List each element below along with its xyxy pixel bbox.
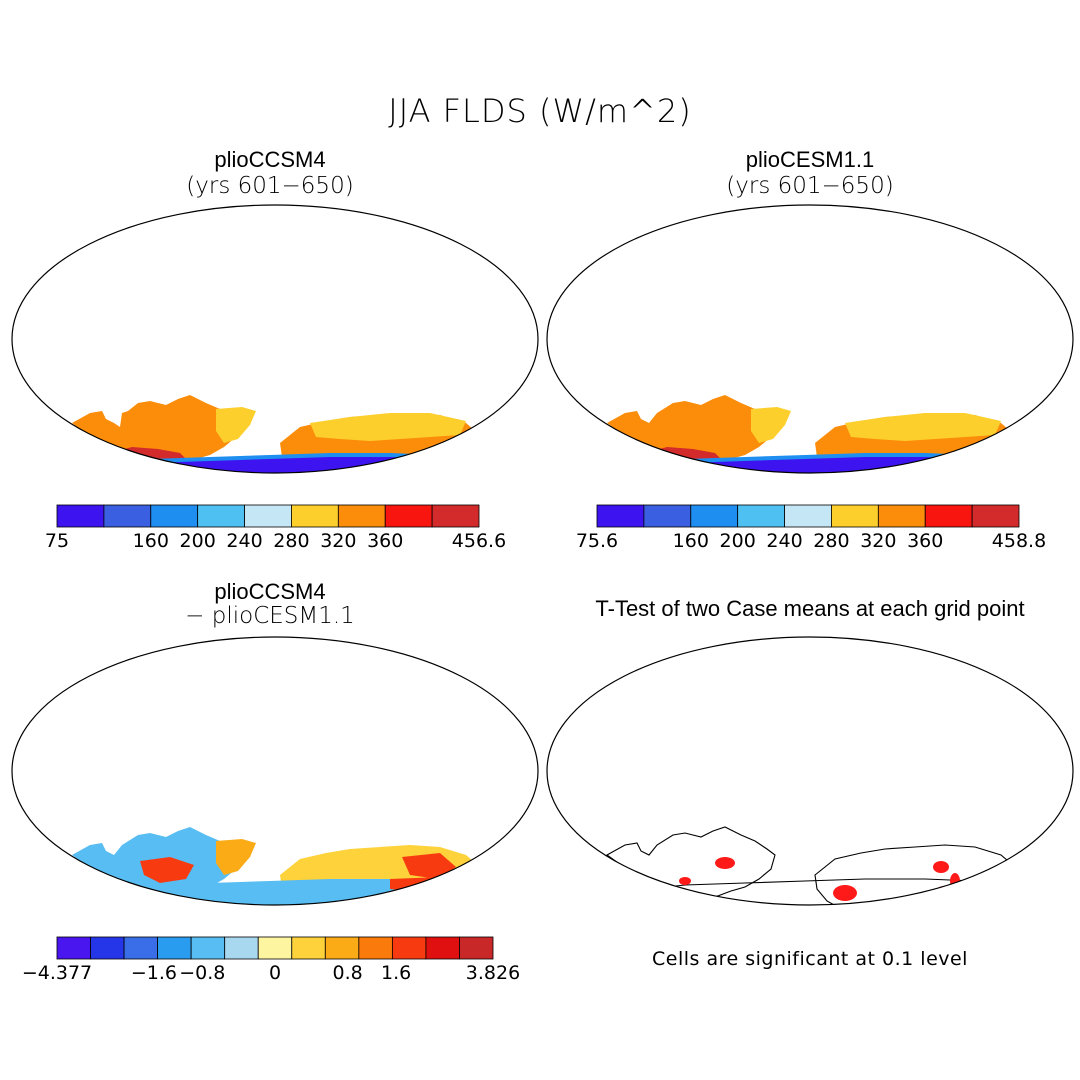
colorbar-cell (123, 936, 159, 960)
colorbar-cell (391, 936, 427, 960)
colorbar-cell (197, 504, 245, 528)
colorbar-tick-label: 160 (133, 530, 169, 552)
land-greenland (751, 407, 791, 443)
significant-region (833, 885, 857, 901)
land-antarctica-edge (631, 453, 1015, 469)
land-north-america (72, 827, 240, 905)
colorbar-tick-label: 200 (180, 530, 216, 552)
panel-subtitle-ccsm4: (yrs 601−650) (186, 173, 354, 199)
colorbar-tick-label: 456.6 (452, 530, 506, 552)
colorbar-cell (784, 504, 832, 528)
colorbar-tick-label: −1.6 (131, 962, 177, 984)
colorbar-cell (337, 504, 386, 528)
colorbar-tick-label: 3.826 (466, 962, 520, 984)
colorbar-cell (56, 504, 105, 528)
colorbar-tick-label: 320 (320, 530, 356, 552)
colorbar-tick-label: −0.8 (179, 962, 225, 984)
colorbar-tick-label: 360 (367, 530, 403, 552)
colorbar-cell (431, 504, 480, 528)
colorbar-tick-label: 280 (813, 530, 849, 552)
panel-title-diff: plioCCSM4 (214, 579, 326, 604)
colorbar-tick-label: 200 (720, 530, 756, 552)
colorbar-tick-label: 75.6 (576, 530, 618, 552)
colorbar-cell (150, 504, 199, 528)
map-outline (546, 636, 1074, 906)
colorbar-cell (737, 504, 785, 528)
colorbar-cell (157, 936, 192, 960)
coast-north-america (605, 826, 776, 905)
significance-note: Cells are significant at 0.1 level (652, 948, 968, 970)
colorbar-tick-label: 240 (226, 530, 262, 552)
colorbar-cell (924, 504, 973, 528)
map-outline (11, 204, 539, 474)
panel-subtitle-cesm: (yrs 601−650) (726, 173, 894, 199)
colorbar-cell (459, 936, 494, 960)
colorbar-difference: −4.377 −1.6 −0.8 0 0.8 1.6 3.826 (22, 936, 520, 984)
map-ttest (546, 636, 1074, 906)
panel-title-ttest: T-Test of two Case means at each grid po… (595, 596, 1025, 621)
panel-subtitle-diff: − plioCESM1.1 (185, 603, 355, 629)
colorbar-tick-label: 458.8 (992, 530, 1046, 552)
colorbar-cell (103, 504, 152, 528)
panel-title-ccsm4: plioCCSM4 (214, 147, 326, 172)
colorbar-cell (596, 504, 645, 528)
map-ccsm4 (11, 204, 539, 474)
colorbar-cell (190, 936, 226, 960)
colorbar-tick-label: 0.8 (333, 962, 363, 984)
colorbar-cell (90, 936, 125, 960)
map-outline (11, 636, 539, 906)
colorbar-cell (291, 936, 326, 960)
map-difference (11, 636, 539, 906)
colorbar-tick-label: −4.377 (22, 962, 92, 984)
colorbar-cell (358, 936, 393, 960)
colorbar-tick-label: 0 (269, 962, 281, 984)
colorbar-tick-label: 160 (673, 530, 709, 552)
colorbar-tick-label: 75 (45, 530, 69, 552)
coast-eurasia (814, 844, 1016, 905)
land-eurasia-north (845, 413, 1001, 441)
colorbar-tick-label: 240 (766, 530, 802, 552)
land-antarctica-edge (96, 453, 480, 469)
significant-region (679, 877, 691, 885)
colorbar-cell (244, 504, 292, 528)
colorbar-cell (831, 504, 879, 528)
panel-title-cesm: plioCESM1.1 (745, 147, 875, 172)
significant-region (879, 900, 907, 905)
colorbar-cell (56, 936, 91, 960)
anomaly-greenland (216, 839, 256, 875)
colorbar-ccsm4: 75 160 200 240 280 320 360 456.6 (45, 504, 506, 552)
land-eurasia-north (310, 413, 466, 441)
figure-title: JJA FLDS (W/m^2) (388, 92, 692, 130)
colorbar-cell (224, 936, 259, 960)
map-outline (546, 204, 1074, 474)
colorbar-cell (971, 504, 1020, 528)
colorbar-cell (257, 936, 293, 960)
land-greenland (216, 407, 256, 443)
anomaly-siberia-warm (402, 853, 456, 879)
colorbar-tick-label: 360 (907, 530, 943, 552)
colorbar-tick-label: 1.6 (381, 962, 411, 984)
colorbar-cesm: 75.6 160 200 240 280 320 360 458.8 (576, 504, 1046, 552)
significant-region (933, 861, 949, 873)
colorbar-cell (877, 504, 926, 528)
colorbar-cell (690, 504, 739, 528)
significant-region (715, 857, 735, 869)
colorbar-cell (643, 504, 692, 528)
colorbar-tick-label: 280 (273, 530, 309, 552)
significant-region (933, 892, 965, 898)
colorbar-cell (324, 936, 360, 960)
colorbar-cell (425, 936, 460, 960)
colorbar-tick-label: 320 (860, 530, 896, 552)
colorbar-cell (384, 504, 433, 528)
anomaly-north-america-warm (140, 857, 194, 883)
map-cesm (546, 204, 1074, 474)
colorbar-cell (291, 504, 339, 528)
